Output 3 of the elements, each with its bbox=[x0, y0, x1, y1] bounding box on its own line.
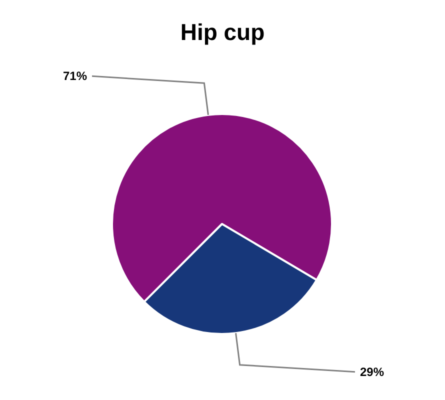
data-label: 29% bbox=[360, 365, 384, 379]
data-label: 71% bbox=[63, 69, 88, 83]
chart-title: Hip cup bbox=[180, 19, 265, 46]
